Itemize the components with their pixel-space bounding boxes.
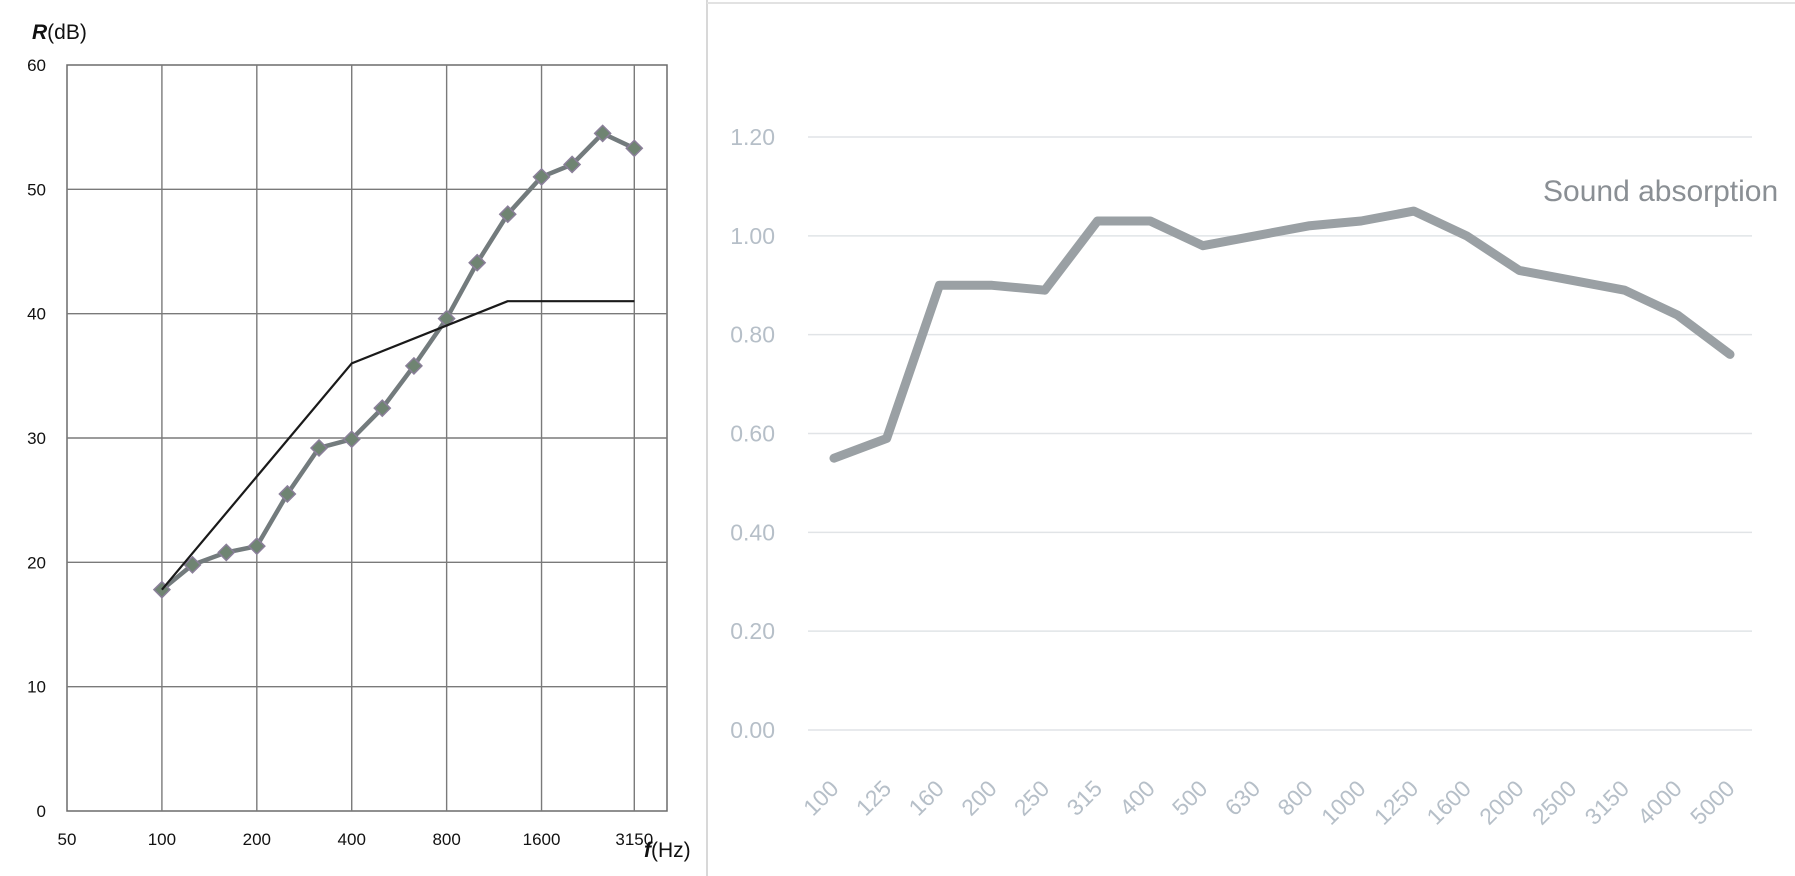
left-data-point — [217, 543, 236, 562]
left-x-tick-label: 800 — [432, 830, 460, 849]
left-data-point — [247, 537, 266, 556]
left-x-tick-label: 50 — [58, 830, 77, 849]
left-data-point — [183, 555, 202, 574]
left-data-point — [563, 155, 582, 174]
left-x-tick-label: 1600 — [523, 830, 561, 849]
right-y-tick-label: 1.00 — [730, 223, 775, 249]
right-x-tick-label: 250 — [1009, 775, 1055, 821]
left-x-axis-unit: (Hz) — [651, 839, 691, 862]
right-y-tick-label: 0.00 — [730, 717, 775, 743]
right-y-tick-label: 0.40 — [730, 519, 775, 545]
left-y-tick-label: 60 — [27, 56, 46, 75]
right-x-tick-label: 125 — [851, 775, 897, 821]
right-y-tick-label: 0.20 — [730, 618, 775, 644]
right-x-ticks: 100 125 160 200 250 315 400 500 630 8001000125016… — [798, 775, 1740, 830]
left-data-point — [309, 438, 329, 458]
sound-reduction-chart: 0 10 20 30 40 50 60 50 100 200 400 800 1600 3150 R(d… — [27, 21, 691, 862]
right-x-tick-label: 4000 — [1632, 775, 1687, 830]
right-y-tick-label: 1.20 — [730, 124, 775, 150]
left-x-axis-symbol: f — [644, 839, 653, 862]
right-x-tick-label: 200 — [956, 775, 1002, 821]
left-x-tick-label: 400 — [338, 830, 366, 849]
right-series-sound-absorption-line — [829, 206, 1735, 463]
left-series-reference-line — [161, 300, 635, 591]
left-data-point — [278, 484, 297, 504]
left-data-point — [498, 205, 517, 224]
left-y-axis-unit: (dB) — [47, 21, 87, 44]
right-x-tick-label: 2500 — [1527, 775, 1582, 830]
right-series — [829, 206, 1735, 463]
right-x-tick-label: 500 — [1167, 775, 1213, 821]
left-y-tick-label: 30 — [27, 429, 46, 448]
left-x-ticks: 50 100 200 400 800 1600 3150 — [58, 830, 654, 849]
right-x-tick-label: 315 — [1062, 775, 1108, 821]
right-x-tick-label: 2000 — [1474, 775, 1529, 830]
left-data-point — [373, 399, 392, 418]
right-y-ticks: 0.00 0.20 0.40 0.60 0.80 1.00 1.20 — [730, 124, 775, 743]
right-x-tick-label: 630 — [1220, 775, 1266, 821]
left-y-tick-label: 10 — [27, 678, 46, 697]
left-y-tick-label: 0 — [37, 802, 46, 821]
right-grid — [808, 136, 1752, 731]
right-x-tick-label: 5000 — [1685, 775, 1740, 830]
left-y-axis-title: R(dB) — [32, 21, 87, 44]
right-y-tick-label: 0.60 — [730, 421, 775, 447]
left-y-tick-label: 50 — [27, 180, 46, 199]
left-grid — [67, 65, 667, 811]
left-data-point — [468, 253, 487, 272]
left-x-tick-label: 3150 — [615, 830, 653, 849]
left-y-axis-symbol: R — [32, 21, 48, 44]
right-x-tick-label: 160 — [903, 775, 949, 821]
legend-label-sound-absorption: Sound absorption — [1543, 175, 1778, 208]
left-y-ticks: 0 10 20 30 40 50 60 — [27, 56, 46, 821]
right-x-tick-label: 1600 — [1421, 775, 1476, 830]
left-y-tick-label: 20 — [27, 553, 46, 572]
right-x-tick-label: 1000 — [1316, 775, 1371, 830]
left-y-tick-label: 40 — [27, 305, 46, 324]
right-x-tick-label: 400 — [1114, 775, 1160, 821]
left-data-point — [404, 356, 423, 375]
left-x-tick-label: 200 — [243, 830, 271, 849]
left-data-point — [593, 124, 612, 143]
left-x-axis-title: f(Hz) — [644, 839, 691, 862]
right-x-tick-label: 100 — [798, 775, 844, 821]
right-y-tick-label: 0.80 — [730, 322, 775, 348]
left-series-measured-line — [160, 131, 636, 592]
right-x-tick-label: 800 — [1272, 775, 1318, 821]
left-x-tick-label: 100 — [148, 830, 176, 849]
right-x-tick-label: 1250 — [1369, 775, 1424, 830]
left-data-point — [625, 139, 644, 158]
left-data-point — [532, 167, 551, 186]
left-data-point — [342, 430, 361, 449]
right-x-tick-label: 3150 — [1580, 775, 1635, 830]
sound-absorption-chart: 0.000.200.400.600.801.001.20 100 125 160 20… — [730, 124, 1778, 830]
left-series — [152, 124, 644, 599]
